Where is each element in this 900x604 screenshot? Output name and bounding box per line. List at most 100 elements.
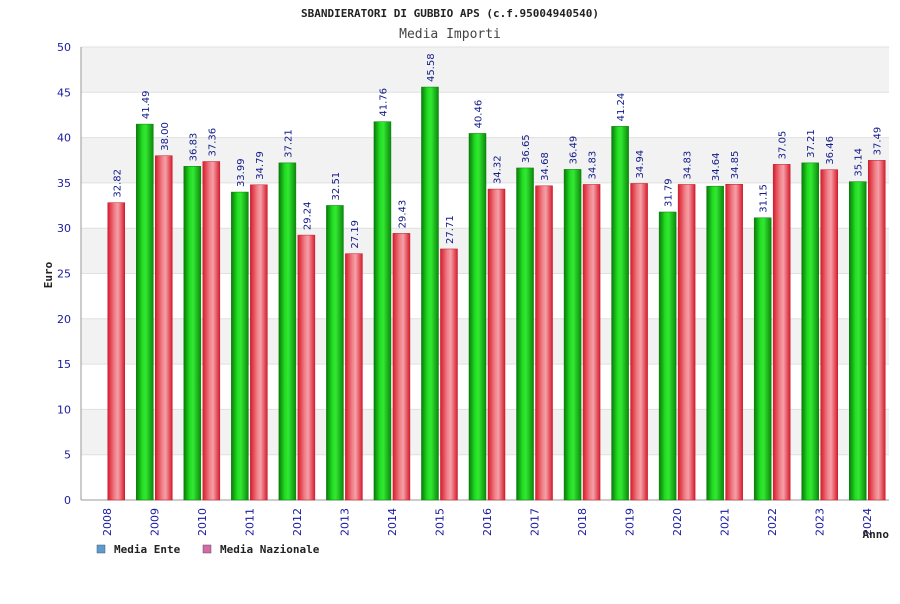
bar-media-nazionale-2012 [297, 234, 316, 501]
legend-swatch-media-ente [96, 544, 106, 554]
y-tick-label: 20 [57, 313, 71, 326]
bar-media-ente-2016 [468, 133, 487, 501]
bar-media-ente-2024 [848, 181, 867, 501]
y-tick-label: 45 [57, 86, 71, 99]
bar-media-nazionale-2015 [440, 248, 458, 501]
bar-media-nazionale-2017 [535, 185, 553, 501]
data-label-media-nazionale-2019: 34.94 [635, 150, 646, 179]
x-tick-label: 2015 [433, 508, 446, 536]
x-tick-label: 2009 [148, 508, 161, 536]
x-tick-label: 2016 [481, 508, 494, 536]
data-label-media-nazionale-2024: 37.49 [873, 127, 884, 156]
legend-swatch-media-nazionale [202, 544, 212, 554]
data-label-media-ente-2014: 41.76 [378, 88, 389, 117]
x-tick-label: 2018 [576, 508, 589, 536]
data-labels-group: 32.82 41.49 38.00 36.83 37.36 33.99 34.79 37.21… [112, 53, 883, 248]
bar-media-nazionale-2008 [107, 202, 126, 501]
data-label-media-ente-2020: 31.79 [664, 178, 675, 207]
data-label-media-ente-2011: 33.99 [236, 158, 247, 187]
data-label-media-ente-2019: 41.24 [616, 93, 627, 122]
y-tick-label: 10 [57, 403, 71, 416]
data-label-media-ente-2016: 40.46 [474, 100, 485, 129]
data-label-media-nazionale-2016: 34.32 [493, 155, 504, 184]
legend: Media Ente Media Nazionale [96, 543, 320, 556]
data-label-media-ente-2024: 35.14 [854, 148, 865, 177]
data-label-media-ente-2012: 37.21 [283, 129, 294, 158]
bar-media-nazionale-2023 [820, 169, 838, 501]
legend-label-media-nazionale: Media Nazionale [220, 543, 320, 556]
data-label-media-nazionale-2018: 34.83 [588, 151, 599, 180]
bar-media-ente-2015 [421, 86, 439, 501]
x-tick-label: 2008 [101, 508, 114, 536]
bar-media-ente-2017 [516, 167, 534, 501]
bar-media-ente-2022 [753, 217, 772, 501]
bars-group [107, 86, 886, 501]
data-label-media-ente-2023: 37.21 [806, 129, 817, 158]
data-label-media-ente-2017: 36.65 [521, 134, 532, 163]
x-tick-label: 2024 [861, 508, 874, 536]
data-label-media-nazionale-2017: 34.68 [540, 152, 551, 181]
y-tick-label: 0 [64, 494, 71, 507]
data-label-media-nazionale-2013: 27.19 [350, 220, 361, 249]
plot-band [81, 47, 889, 93]
x-axis-label: Anno [863, 528, 890, 541]
x-tick-label: 2023 [814, 508, 827, 536]
chart-title: SBANDIERATORI DI GUBBIO APS (c.f.9500494… [301, 7, 599, 20]
x-tick-label: 2014 [386, 508, 399, 536]
data-label-media-ente-2015: 45.58 [426, 53, 437, 82]
x-tick-label: 2010 [196, 508, 209, 536]
bar-media-nazionale-2009 [155, 155, 173, 501]
bar-media-ente-2021 [706, 185, 724, 501]
data-label-media-nazionale-2022: 37.05 [778, 131, 789, 160]
x-tick-label: 2022 [766, 508, 779, 536]
bar-media-ente-2019 [611, 126, 629, 501]
x-tick-label: 2012 [291, 508, 304, 536]
data-label-media-nazionale-2011: 34.79 [255, 151, 266, 180]
bar-media-ente-2018 [563, 169, 582, 501]
data-label-media-ente-2013: 32.51 [331, 172, 342, 201]
y-tick-label: 40 [57, 132, 71, 145]
data-label-media-nazionale-2020: 34.83 [683, 151, 694, 180]
y-tick-label: 35 [57, 177, 71, 190]
data-label-media-ente-2021: 34.64 [711, 153, 722, 182]
bar-media-nazionale-2010 [202, 161, 221, 501]
bar-media-ente-2011 [231, 191, 249, 501]
data-label-media-nazionale-2010: 37.36 [207, 128, 218, 157]
data-label-media-nazionale-2015: 27.71 [445, 215, 456, 244]
bar-media-nazionale-2018 [582, 184, 601, 501]
bar-media-ente-2023 [801, 162, 819, 501]
x-tick-label: 2013 [338, 508, 351, 536]
bar-media-nazionale-2021 [725, 184, 743, 501]
data-label-media-nazionale-2014: 29.43 [397, 200, 408, 229]
data-label-media-nazionale-2023: 36.46 [825, 136, 836, 165]
bar-media-nazionale-2013 [345, 253, 363, 501]
bar-media-ente-2014 [373, 121, 392, 501]
bar-media-nazionale-2019 [630, 183, 648, 501]
y-axis-label: Euro [42, 261, 55, 288]
bar-media-ente-2010 [183, 166, 202, 501]
bar-media-ente-2020 [658, 211, 677, 501]
x-tick-label: 2021 [719, 508, 732, 536]
data-label-media-nazionale-2012: 29.24 [302, 201, 313, 230]
x-axis-ticks: 2008 2009 2010 2011 2012 2013 2014 2015 2016 2017… [101, 508, 874, 536]
y-tick-label: 25 [57, 268, 71, 281]
data-label-media-nazionale-2009: 38.00 [160, 122, 171, 151]
x-tick-label: 2019 [624, 508, 637, 536]
y-tick-label: 50 [57, 41, 71, 54]
bar-media-ente-2012 [278, 162, 297, 501]
data-label-media-nazionale-2021: 34.85 [730, 151, 741, 180]
y-axis-ticks: 0 5 10 15 20 25 30 35 40 45 50 [57, 41, 71, 507]
chart-subtitle: Media Importi [399, 27, 501, 42]
bar-media-nazionale-2020 [677, 184, 696, 501]
bar-media-nazionale-2014 [392, 233, 411, 501]
bar-media-nazionale-2024 [867, 160, 886, 501]
bar-media-nazionale-2016 [487, 188, 506, 501]
bar-media-nazionale-2011 [250, 184, 268, 501]
data-label-media-ente-2010: 36.83 [188, 133, 199, 162]
y-tick-label: 30 [57, 222, 71, 235]
data-label-media-nazionale-2008: 32.82 [112, 169, 123, 198]
legend-label-media-ente: Media Ente [114, 543, 181, 556]
data-label-media-ente-2018: 36.49 [569, 136, 580, 165]
